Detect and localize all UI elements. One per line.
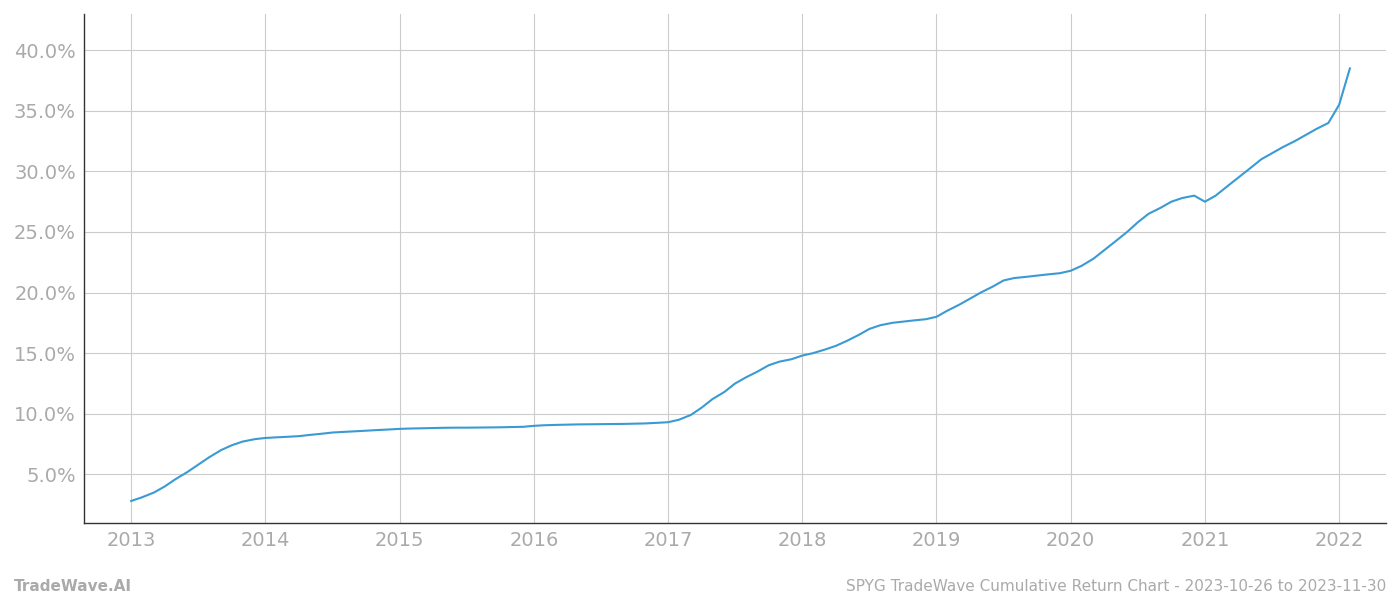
Text: SPYG TradeWave Cumulative Return Chart - 2023-10-26 to 2023-11-30: SPYG TradeWave Cumulative Return Chart -… [846, 579, 1386, 594]
Text: TradeWave.AI: TradeWave.AI [14, 579, 132, 594]
